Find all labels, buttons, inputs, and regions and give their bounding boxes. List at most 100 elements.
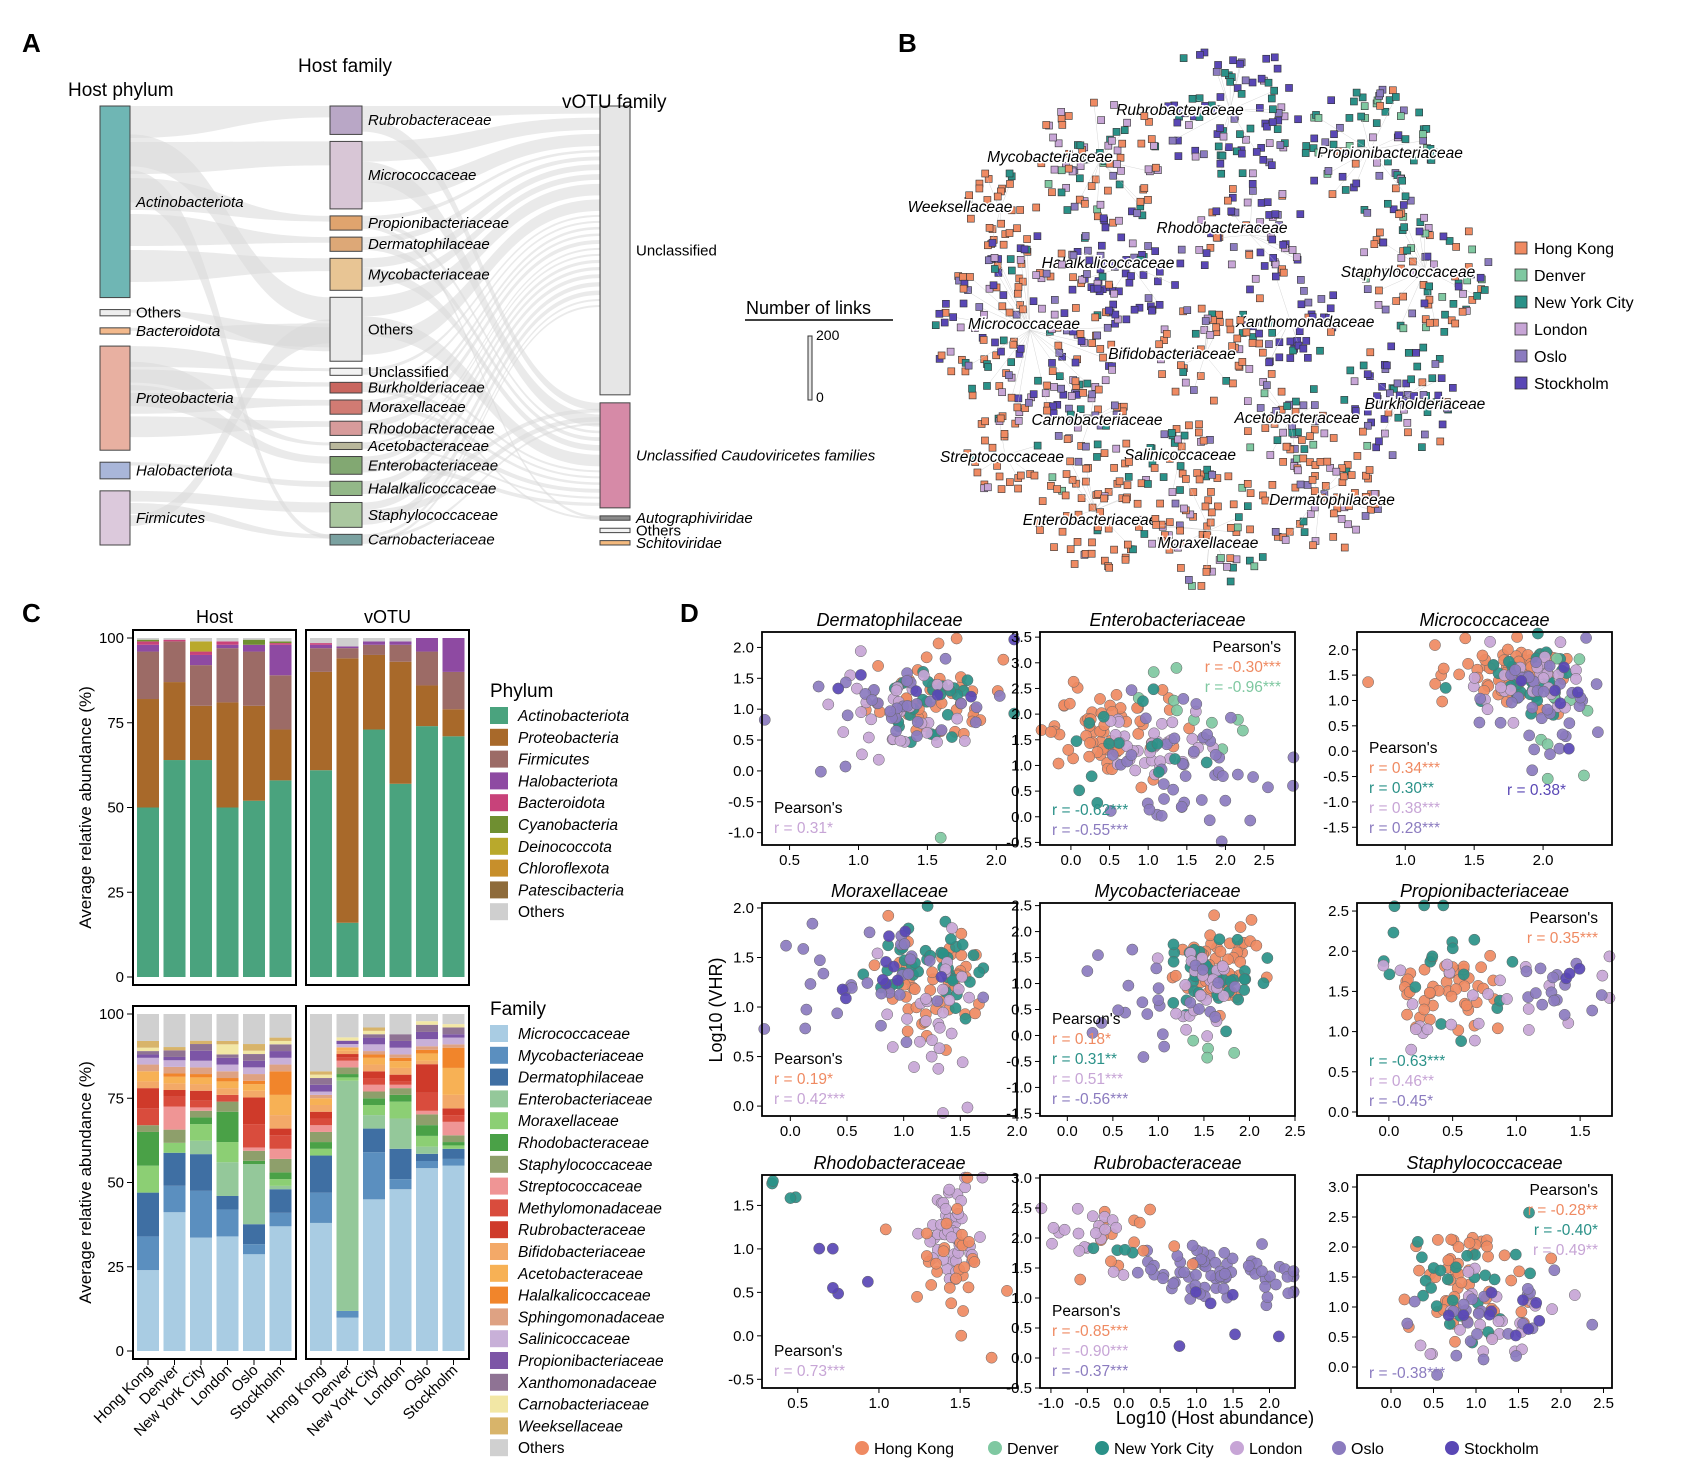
y-tick-label: 2.5 xyxy=(1011,898,1032,915)
sankey-link-family-votu xyxy=(362,161,600,427)
x-tick-label: 1.0 xyxy=(1395,852,1416,869)
network-node xyxy=(1282,442,1291,451)
x-tick-label: -1.0 xyxy=(1038,1395,1064,1412)
legend-swatch xyxy=(490,903,508,921)
network-node xyxy=(1415,108,1423,117)
network-edge xyxy=(979,306,1031,331)
network-node xyxy=(963,449,972,458)
network-node xyxy=(1108,365,1116,374)
scatter-point xyxy=(875,1019,887,1032)
network-node xyxy=(1224,472,1233,481)
network-edge xyxy=(1129,264,1176,286)
scatter-point xyxy=(949,1002,962,1015)
stacked-bar-segment xyxy=(190,665,212,706)
stacked-bar-segment xyxy=(163,1089,186,1097)
network-node xyxy=(1124,473,1133,481)
scatter-point xyxy=(1502,643,1514,656)
stacked-bar-segment xyxy=(442,1014,465,1025)
network-legend-label: Oslo xyxy=(1534,349,1567,366)
network-node xyxy=(1299,344,1308,353)
network-node xyxy=(1173,118,1182,127)
network-edge xyxy=(1172,454,1181,493)
network-node xyxy=(1148,306,1156,315)
scatter-point xyxy=(837,726,850,738)
network-node xyxy=(1201,502,1210,511)
stacked-bar-segment xyxy=(269,1189,292,1213)
network-node xyxy=(1096,149,1104,157)
network-node xyxy=(1279,458,1287,466)
network-node xyxy=(1144,242,1152,250)
network-edge xyxy=(1004,445,1038,456)
network-node xyxy=(1216,124,1224,132)
network-node xyxy=(1225,318,1234,327)
stacked-bar-segment xyxy=(336,1014,359,1038)
y-tick-label: 2.5 xyxy=(1011,1200,1032,1217)
phylum-label: Proteobacteria xyxy=(136,390,234,407)
stacked-bar-segment xyxy=(216,1209,239,1237)
stacked-bar-segment xyxy=(269,1115,292,1129)
network-node xyxy=(1155,351,1164,359)
network-node xyxy=(1480,286,1489,294)
stacked-bar-segment xyxy=(310,648,332,672)
scatter-point xyxy=(767,1175,779,1187)
network-node xyxy=(1001,204,1010,213)
scatter-point xyxy=(883,930,895,943)
scatter-point xyxy=(1461,1249,1473,1262)
network-node xyxy=(1093,453,1101,461)
network-cluster xyxy=(1360,209,1493,336)
stacked-bar-segment xyxy=(363,1051,385,1055)
stacked-bar-segment xyxy=(190,1117,212,1125)
legend-label: Staphylococcaceae xyxy=(518,1157,653,1174)
network-node xyxy=(1473,292,1481,300)
scatter-point xyxy=(1177,693,1190,705)
stacked-bar-segment xyxy=(163,1060,186,1067)
network-edge xyxy=(1385,269,1426,310)
network-node xyxy=(1347,471,1356,479)
y-tick-label: -1.5 xyxy=(1323,819,1349,836)
network-node xyxy=(1070,202,1079,211)
scatter-point xyxy=(1463,1237,1476,1249)
y-tick-label: 1.0 xyxy=(1011,757,1032,774)
network-node xyxy=(1226,554,1235,563)
network-node xyxy=(1100,494,1108,503)
network-node xyxy=(1195,113,1204,121)
stacked-bar-segment xyxy=(442,1044,465,1048)
scatter-point xyxy=(865,713,878,726)
y-tick-label: 0.0 xyxy=(1011,1350,1032,1367)
scatter-point xyxy=(1413,1264,1425,1277)
scatter-point xyxy=(1167,938,1180,951)
network-node xyxy=(1218,151,1227,160)
scatter-point xyxy=(932,1062,945,1075)
legend-swatch xyxy=(490,1373,508,1391)
sankey-link-family-votu xyxy=(362,174,600,288)
network-node xyxy=(1276,141,1285,149)
network-node xyxy=(1009,340,1018,349)
scatter-point xyxy=(1429,678,1442,690)
network-node xyxy=(1300,528,1309,536)
y-tick-label: 0.5 xyxy=(733,1049,754,1066)
network-node xyxy=(1263,381,1271,389)
scatter-point xyxy=(1449,1335,1461,1348)
network-edge xyxy=(1318,149,1371,153)
scatter-point xyxy=(1532,627,1544,640)
network-cluster xyxy=(1034,449,1152,572)
scatter-point xyxy=(931,736,943,748)
stacked-bar-segment xyxy=(336,658,359,923)
stacked-bar-segment xyxy=(163,1073,186,1077)
scatter-point xyxy=(1462,1265,1475,1278)
network-node xyxy=(1439,232,1448,241)
stacked-bar-segment xyxy=(243,1084,265,1091)
stacked-bar-segment xyxy=(269,1226,292,1351)
network-edge xyxy=(1400,269,1426,326)
stacked-bar-segment xyxy=(363,1071,385,1079)
network-node xyxy=(980,311,988,319)
scatter-point xyxy=(1398,1293,1411,1306)
network-node xyxy=(1302,142,1310,150)
stacked-bar-segment xyxy=(442,1121,465,1136)
stacked-bar-segment xyxy=(137,1064,159,1072)
sankey-link-family-votu xyxy=(362,214,600,372)
scatter-point xyxy=(1445,1233,1458,1246)
network-node xyxy=(1085,256,1094,265)
scatter-point xyxy=(1418,899,1431,912)
